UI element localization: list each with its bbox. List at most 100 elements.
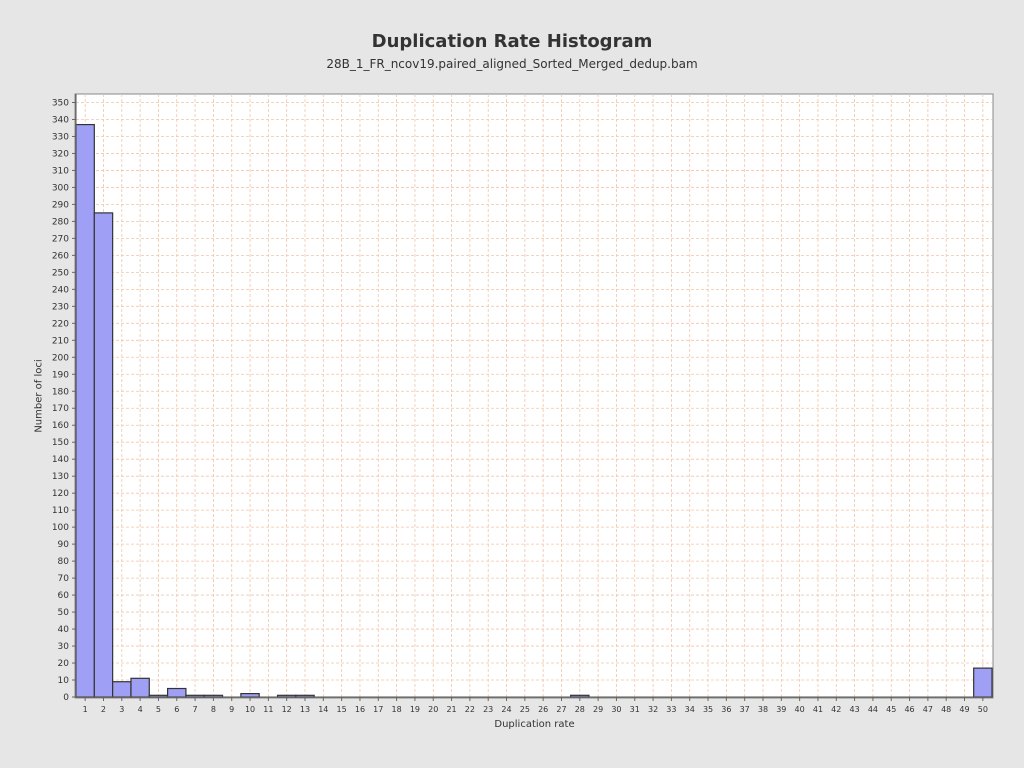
y-tick-label: 240 [52,285,69,295]
y-tick-label: 30 [58,642,70,652]
x-tick-label: 50 [978,705,988,714]
x-tick-label: 12 [282,705,292,714]
x-tick-label: 11 [263,705,273,714]
x-tick-label: 45 [886,705,896,714]
x-axis-label: Duplication rate [494,719,575,730]
y-tick-label: 270 [52,234,69,244]
bar [973,667,993,698]
y-tick-label: 250 [52,268,69,278]
x-tick-label: 2 [101,705,106,714]
x-tick-label: 3 [119,705,124,714]
x-tick-label: 29 [593,705,603,714]
y-tick-labels: 0 10 20 30 40 50 60 70 80 90 100 110 120 130 140 150 160… [52,98,69,703]
x-tick-label: 48 [941,705,951,714]
y-tick-label: 170 [52,404,69,414]
x-tick-label: 34 [685,705,695,714]
y-tick-label: 80 [58,557,70,567]
x-tick-label: 1 [83,705,88,714]
y-tick-label: 20 [58,659,70,669]
x-tick-label: 35 [703,705,713,714]
x-tick-label: 19 [410,705,420,714]
y-tick-label: 150 [52,438,69,448]
y-tick-label: 120 [52,489,69,499]
x-tick-label: 7 [193,705,198,714]
y-tick-label: 130 [52,472,69,482]
x-tick-label: 30 [611,705,621,714]
x-tick-label: 13 [300,705,310,714]
x-tick-label: 37 [740,705,750,714]
x-tick-label: 43 [850,705,860,714]
y-tick-label: 290 [52,200,69,210]
x-tick-label: 36 [721,705,731,714]
x-tick-label: 14 [318,705,328,714]
y-tick-label: 180 [52,387,69,397]
bar [112,681,132,698]
x-tick-label: 46 [904,705,914,714]
x-tick-label: 18 [392,705,402,714]
y-tick-label: 350 [52,98,69,108]
y-tick-label: 190 [52,370,69,380]
x-tick-label: 22 [465,705,475,714]
grid-lines [76,94,992,698]
chart-subtitle: 28B_1_FR_ncov19.paired_aligned_Sorted_Me… [326,57,698,71]
x-tick-label: 47 [923,705,933,714]
y-tick-label: 330 [52,132,69,142]
x-tick-label: 21 [446,705,456,714]
x-tick-label: 16 [355,705,365,714]
x-tick-label: 24 [501,705,511,714]
bar [240,693,260,698]
x-tick-label: 31 [630,705,640,714]
y-tick-label: 220 [52,319,69,329]
x-tick-label: 4 [138,705,143,714]
x-tick-label: 8 [211,705,216,714]
chart-title: Duplication Rate Histogram [371,31,653,52]
bar [75,123,95,698]
x-tick-label: 9 [229,705,234,714]
x-tick-label: 20 [428,705,438,714]
y-tick-label: 100 [52,523,69,533]
y-tick-label: 230 [52,302,69,312]
x-tick-labels: 1 2 3 4 5 6 7 8 9 10 11 12 13 14 15 16 17 18 19 20 21 22 23 24 2… [83,705,988,714]
y-tick-label: 300 [52,183,69,193]
y-tick-label: 160 [52,421,69,431]
x-tick-label: 5 [156,705,161,714]
y-tick-label: 110 [52,506,69,516]
x-tick-label: 42 [831,705,841,714]
x-tick-label: 33 [666,705,676,714]
y-tick-label: 140 [52,455,69,465]
bar [93,212,114,698]
x-tick-label: 41 [813,705,823,714]
bar [130,677,150,698]
x-tick-label: 28 [575,705,585,714]
y-tick-label: 310 [52,166,69,176]
y-tick-label: 320 [52,149,69,159]
bar [167,687,187,698]
x-tick-label: 23 [483,705,493,714]
y-tick-label: 280 [52,217,69,227]
bars [75,123,993,698]
x-tick-label: 40 [795,705,805,714]
y-tick-label: 60 [58,591,70,601]
y-tick-label: 10 [58,676,70,686]
x-tick-label: 6 [174,705,179,714]
y-tick-label: 50 [58,608,70,618]
x-tick-label: 49 [959,705,969,714]
y-tick-label: 210 [52,336,69,346]
axes [72,94,992,701]
y-tick-label: 90 [58,540,70,550]
x-tick-label: 27 [556,705,566,714]
x-tick-label: 26 [538,705,548,714]
plot-area [74,93,994,699]
y-tick-label: 40 [58,625,70,635]
x-tick-label: 25 [520,705,530,714]
y-tick-label: 200 [52,353,69,363]
x-tick-label: 15 [337,705,347,714]
y-tick-label: 70 [58,574,70,584]
x-tick-label: 39 [776,705,786,714]
x-tick-label: 17 [373,705,383,714]
x-tick-label: 10 [245,705,255,714]
y-tick-label: 340 [52,115,69,125]
x-tick-label: 38 [758,705,768,714]
x-tick-label: 44 [868,705,878,714]
